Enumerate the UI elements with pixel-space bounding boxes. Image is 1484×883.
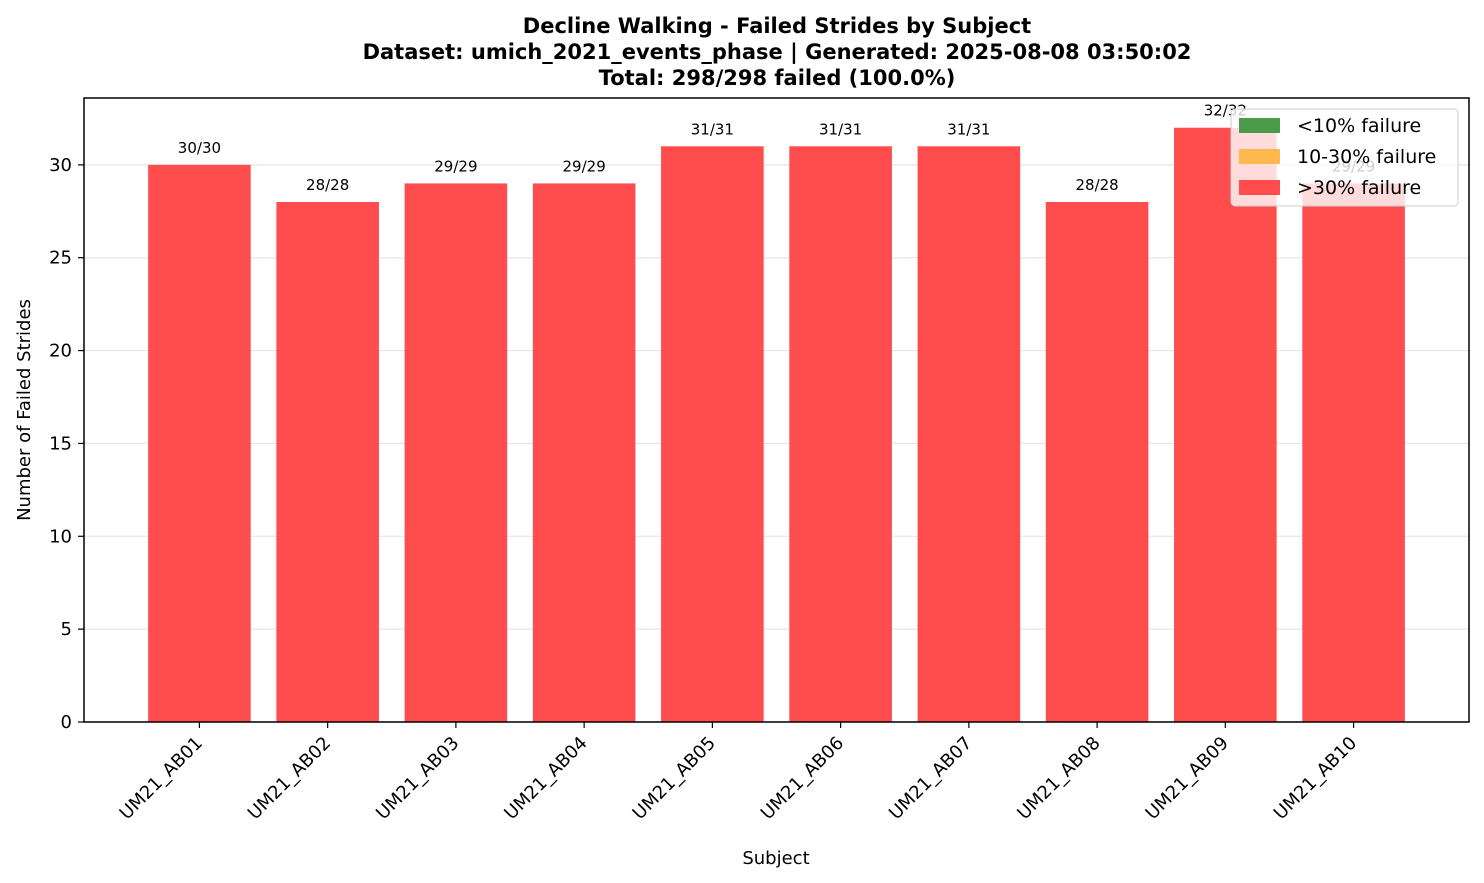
legend-label-high: >30% failure (1297, 177, 1421, 199)
bar (276, 202, 379, 722)
x-tick-label: UM21_AB06 (757, 733, 848, 824)
legend-swatch-mid (1239, 149, 1280, 164)
bar-value-label: 30/30 (178, 139, 221, 157)
bar-value-label: 31/31 (819, 120, 862, 138)
bar (1302, 183, 1405, 722)
x-tick-label: UM21_AB08 (1013, 733, 1104, 824)
legend: <10% failure 10-30% failure >30% failure (1230, 108, 1459, 207)
x-axis-ticks: UM21_AB01 UM21_AB02 UM21_AB03 UM21_AB04 UM21… (116, 722, 1361, 824)
legend-item-high: >30% failure (1239, 177, 1421, 199)
x-tick-label: UM21_AB05 (629, 733, 720, 824)
chart-title-line-2: Dataset: umich_2021_events_phase | Gener… (363, 40, 1192, 65)
chart-title-line-3: Total: 298/298 failed (100.0%) (599, 66, 956, 90)
plot-frame (83, 97, 1470, 723)
y-tick-label: 30 (49, 155, 72, 176)
y-axis-label: Number of Failed Strides (14, 299, 35, 521)
bar-value-label: 28/28 (306, 176, 349, 194)
legend-item-low: <10% failure (1239, 115, 1421, 137)
bars (148, 127, 1405, 723)
y-tick-label: 5 (61, 619, 72, 640)
bar-value-label: 31/31 (691, 120, 734, 138)
bar-value-label: 29/29 (434, 157, 477, 175)
bar (148, 164, 251, 722)
bar-value-label: 31/31 (947, 120, 990, 138)
legend-swatch-high (1239, 180, 1280, 195)
bar (532, 183, 636, 722)
y-tick-label: 0 (61, 712, 72, 733)
chart-title-line-1: Decline Walking - Failed Strides by Subj… (523, 14, 1031, 38)
bar (1174, 127, 1277, 722)
y-tick-label: 10 (49, 526, 72, 547)
x-tick-label: UM21_AB04 (500, 733, 591, 824)
y-tick-label: 20 (49, 341, 72, 362)
x-tick-label: UM21_AB10 (1270, 733, 1361, 824)
x-tick-label: UM21_AB07 (885, 733, 976, 824)
legend-item-mid: 10-30% failure (1239, 146, 1436, 168)
bar (404, 183, 508, 722)
x-tick-label: UM21_AB09 (1142, 733, 1233, 824)
bar-value-label: 28/28 (1075, 176, 1118, 194)
bar (661, 146, 764, 723)
legend-swatch-low (1239, 118, 1280, 133)
bar-value-label: 29/29 (563, 157, 606, 175)
x-tick-label: UM21_AB03 (372, 733, 463, 824)
bar (789, 146, 892, 723)
legend-label-low: <10% failure (1297, 115, 1421, 137)
legend-label-mid: 10-30% failure (1297, 146, 1436, 168)
bar (1045, 202, 1149, 722)
x-tick-label: UM21_AB01 (116, 733, 207, 824)
chart-title: Decline Walking - Failed Strides by Subj… (363, 14, 1192, 90)
x-axis-label: Subject (742, 848, 809, 869)
legend-box (1230, 108, 1459, 207)
x-tick-label: UM21_AB02 (244, 733, 335, 824)
y-tick-label: 25 (49, 248, 72, 269)
y-axis-ticks: 0 5 10 15 20 25 30 (49, 155, 84, 733)
y-tick-label: 15 (49, 433, 72, 454)
bar (917, 146, 1021, 723)
